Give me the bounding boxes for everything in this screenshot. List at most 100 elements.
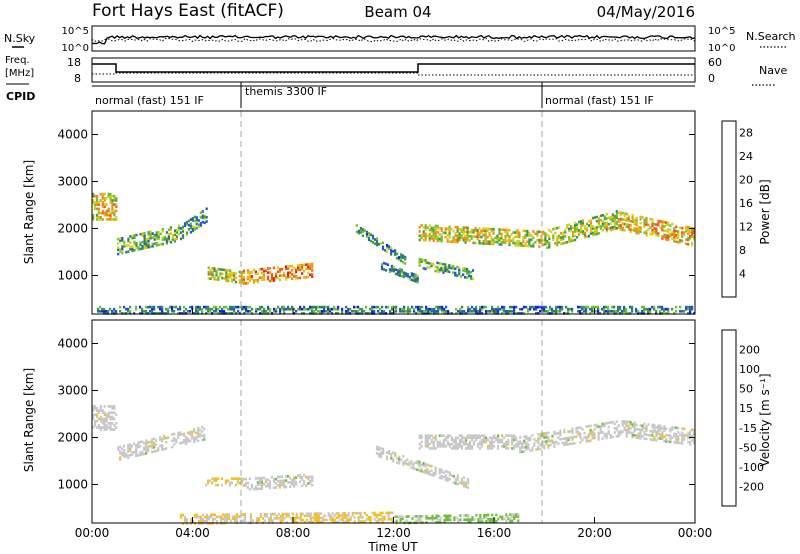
range-gate-cell <box>418 264 421 267</box>
range-gate-cell <box>691 305 694 309</box>
range-gate-cell <box>428 436 431 440</box>
range-gate-cell <box>375 520 378 523</box>
range-gate-cell <box>394 253 397 257</box>
range-gate-cell <box>127 445 130 449</box>
range-gate-cell <box>637 436 640 440</box>
range-gate-cell <box>671 428 674 431</box>
range-gate-cell <box>486 227 489 231</box>
range-gate-cell <box>266 275 270 279</box>
range-gate-cell <box>500 243 503 246</box>
range-gate-cell <box>655 231 658 235</box>
range-gate-cell <box>627 431 630 434</box>
range-gate-cell <box>457 520 460 524</box>
range-gate-cell <box>651 425 654 429</box>
range-gate-cell <box>203 427 206 431</box>
range-gate-cell <box>464 267 467 271</box>
range-gate-cell <box>377 518 380 521</box>
range-gate-cell <box>438 262 441 265</box>
range-gate-cell <box>460 480 463 483</box>
range-gate-cell <box>145 445 148 449</box>
range-gate-cell <box>291 277 294 280</box>
range-gate-cell <box>147 231 150 234</box>
range-gate-cell <box>613 221 616 224</box>
range-gate-cell <box>487 438 490 442</box>
range-gate-cell <box>258 476 261 480</box>
range-gate-cell <box>183 438 186 442</box>
range-gate-cell <box>483 513 486 517</box>
range-gate-cell <box>175 438 178 442</box>
range-gate-cell <box>440 445 443 448</box>
range-gate-cell <box>591 227 595 230</box>
range-gate-cell <box>224 481 228 485</box>
nsky-tick-low: 10^0 <box>62 43 89 54</box>
range-gate-cell <box>454 447 457 450</box>
range-gate-cell <box>667 310 670 313</box>
range-gate-cell <box>203 438 206 441</box>
range-gate-cell <box>103 417 106 421</box>
range-gate-cell <box>430 230 433 234</box>
range-gate-cell <box>465 312 468 315</box>
range-gate-cell <box>293 478 296 482</box>
range-gate-cell <box>359 307 362 311</box>
range-gate-cell <box>227 515 230 518</box>
range-gate-cell <box>240 477 243 480</box>
range-gate-cell <box>255 519 258 522</box>
range-gate-cell <box>353 511 356 515</box>
range-gate-cell <box>181 236 185 239</box>
range-gate-cell <box>526 234 529 237</box>
range-gate-cell <box>207 305 210 309</box>
range-gate-cell <box>504 237 507 240</box>
range-gate-cell <box>565 437 568 440</box>
range-gate-cell <box>382 452 385 455</box>
range-gate-cell <box>177 431 180 435</box>
range-gate-cell <box>591 231 595 235</box>
range-gate-cell <box>527 310 530 313</box>
range-gate-cell <box>307 520 310 524</box>
range-gate-cell <box>555 312 558 315</box>
range-gate-cell <box>603 221 606 225</box>
range-gate-cell <box>425 305 428 309</box>
range-gate-cell <box>335 307 338 311</box>
range-gate-cell <box>613 223 616 226</box>
range-gate-cell <box>579 434 582 438</box>
range-gate-cell <box>155 235 158 239</box>
range-gate-cell <box>299 307 302 311</box>
range-gate-cell <box>179 231 183 234</box>
range-gate-cell <box>365 230 369 234</box>
range-gate-cell <box>669 438 672 442</box>
range-gate-cell <box>432 228 435 232</box>
range-gate-cell <box>227 273 230 276</box>
range-gate-cell <box>495 312 498 315</box>
range-gate-cell <box>430 237 433 240</box>
range-gate-cell <box>315 514 318 518</box>
range-gate-cell <box>488 242 491 246</box>
range-gate-cell <box>675 435 678 438</box>
range-gate-cell <box>244 477 247 481</box>
range-gate-cell <box>329 514 332 517</box>
range-gate-cell <box>341 310 344 313</box>
range-gate-cell <box>455 312 458 315</box>
range-gate-cell <box>611 228 614 231</box>
range-gate-cell <box>211 271 214 274</box>
freq-tick-high: 18 <box>67 56 81 69</box>
range-gate-cell <box>217 477 220 480</box>
range-gate-cell <box>223 513 226 516</box>
range-gate-cell <box>635 231 638 235</box>
range-gate-cell <box>585 312 588 315</box>
range-gate-cell <box>333 514 336 517</box>
range-gate-cell <box>673 434 676 438</box>
range-gate-cell <box>444 436 447 440</box>
range-gate-cell <box>248 279 251 283</box>
range-gate-cell <box>445 305 448 309</box>
range-gate-cell <box>524 242 527 245</box>
range-gate-cell <box>442 434 445 437</box>
range-gate-cell <box>177 307 180 311</box>
range-gate-cell <box>491 440 494 444</box>
range-gate-cell <box>436 261 439 265</box>
range-gate-cell <box>527 445 530 448</box>
range-gate-cell <box>464 483 467 487</box>
range-gate-cell <box>512 241 515 245</box>
range-gate-cell <box>153 233 156 237</box>
range-gate-cell <box>518 231 521 235</box>
range-gate-cell <box>462 267 465 270</box>
